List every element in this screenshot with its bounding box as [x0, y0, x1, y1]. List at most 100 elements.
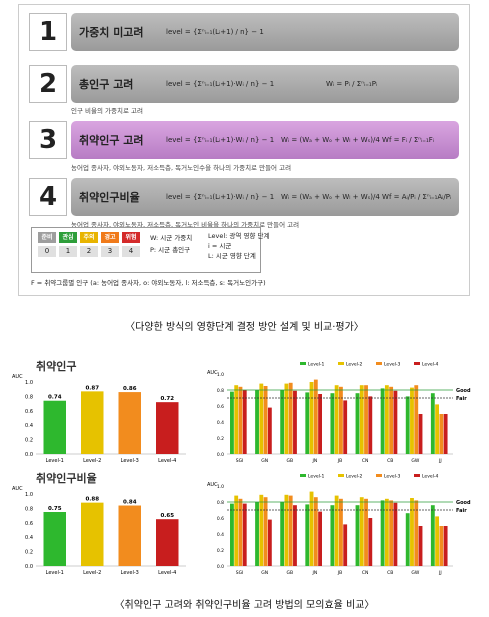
legend-swatch — [338, 474, 344, 477]
method-note: 인구 비율의 가중치로 고려 — [71, 107, 143, 115]
x-tick-label: SGI — [236, 458, 244, 464]
method-4: 4 취약인구비율 level = {Σⁿᵢ₌₁(Lᵢ+1)·Wᵢ / n} − … — [29, 178, 459, 216]
bar — [334, 495, 339, 566]
y-axis-label: AUC — [12, 486, 23, 492]
x-tick-label: Level-1 — [46, 458, 64, 464]
method-name: 총인구 고려 — [79, 78, 134, 91]
bar — [309, 491, 314, 566]
bar — [81, 502, 104, 566]
y-tick-label: 0.8 — [217, 388, 224, 394]
bar — [380, 500, 385, 566]
x-tick-label: CN — [362, 458, 369, 464]
legend-label: Level-4 — [422, 362, 439, 368]
bar — [238, 498, 243, 566]
bar — [338, 386, 343, 454]
data-label: 0.75 — [48, 506, 62, 512]
method-formula: level = {Σⁿᵢ₌₁(Lᵢ+1)·Wᵢ / n} − 1 — [166, 80, 275, 88]
y-axis-label: AUC — [12, 374, 23, 380]
bar — [118, 505, 141, 566]
method-name: 취약인구 고려 — [79, 134, 144, 147]
y-tick-label: 0.4 — [217, 420, 224, 426]
legend-i: i = 시군 — [208, 242, 232, 250]
bar — [368, 396, 373, 454]
y-tick-label: 0.0 — [217, 452, 224, 458]
x-tick-label: Level-2 — [83, 570, 101, 576]
method-3: 3 취약인구 고려 level = {Σⁿᵢ₌₁(Lᵢ+1)·Wᵢ / n} −… — [29, 121, 459, 159]
bar — [118, 392, 141, 454]
legend-label: Level-2 — [346, 474, 363, 480]
bar — [368, 518, 373, 566]
bar — [255, 502, 259, 566]
chart-vulnerable-ratio-overall: AUC 0.0 0.2 0.4 0.6 0.8 1.0 0.75 Level-1 0.88 Leve… — [12, 486, 186, 576]
bar — [305, 504, 310, 566]
x-tick-label: JN — [312, 458, 318, 464]
legend-level-label: 위험 — [122, 232, 140, 243]
bar — [430, 505, 435, 566]
y-tick-label: 0.6 — [217, 404, 224, 410]
reference-label: Fair — [456, 396, 467, 402]
x-tick-label: CB — [387, 458, 393, 464]
legend-swatch — [300, 362, 306, 365]
y-tick-label: 1.0 — [217, 372, 224, 378]
bar — [405, 396, 410, 454]
y-tick-label: 0.8 — [217, 500, 224, 506]
bar — [410, 498, 414, 566]
bar — [439, 414, 444, 454]
x-tick-label: CB — [387, 570, 393, 576]
legend-swatch — [414, 474, 420, 477]
y-tick-label: 0.0 — [25, 452, 33, 458]
legend-level-label: 관심 — [59, 232, 77, 243]
method-bar: 가중치 미고려 level = {Σⁿᵢ₌₁(Lᵢ+1) / n} − 1 — [71, 13, 459, 51]
legend-w: W: 시군 가중치 — [150, 234, 193, 242]
bar — [330, 505, 335, 566]
x-tick-label: CN — [362, 570, 369, 576]
bar — [288, 495, 293, 566]
caption-methods: 〈다양한 방식의 영향단계 결정 방안 설계 및 비교·평가〉 — [125, 322, 364, 333]
bar — [234, 495, 239, 566]
x-tick-label: GN — [261, 570, 268, 576]
x-tick-label: JJ — [438, 458, 442, 464]
legend-label: Level-1 — [308, 474, 325, 480]
method-number: 4 — [29, 178, 67, 216]
bar — [267, 519, 272, 566]
y-tick-label: 1.0 — [217, 484, 224, 490]
y-tick-label: 1.0 — [25, 492, 33, 498]
bar — [380, 388, 385, 454]
data-label: 0.87 — [85, 385, 99, 391]
level-legend: 준비 0 관심 1 주의 2 경고 3 위험 4 W: 시군 가중치 P: 시군 총인구 Leve… — [31, 227, 269, 273]
bar — [330, 393, 335, 454]
y-tick-label: 0.6 — [25, 409, 33, 415]
x-tick-label: Level-4 — [158, 458, 176, 464]
bar — [284, 383, 289, 454]
bar — [156, 402, 179, 454]
bar — [435, 404, 440, 454]
y-tick-label: 0.2 — [217, 548, 224, 554]
data-label: 0.88 — [85, 497, 99, 503]
legend-label: Level-1 — [308, 362, 325, 368]
chart-vulnerable-ratio-regional: AUC Level-1 Level-2 Level-3 Level-4 0.0 0.2 0.4… — [207, 474, 471, 577]
bar — [156, 519, 179, 566]
bar — [364, 498, 368, 566]
legend-label: Level-4 — [422, 474, 439, 480]
method-weight: Wᵢ = Pᵢ / Σⁿᵢ₌₁Pᵢ — [326, 80, 378, 88]
x-tick-label: Level-4 — [158, 570, 176, 576]
legend-level-number: 1 — [59, 246, 77, 257]
legend-swatch — [300, 474, 306, 477]
method-formula: level = {Σⁿᵢ₌₁(Lᵢ+1) / n} − 1 — [166, 28, 264, 36]
y-tick-label: 0.4 — [25, 535, 33, 541]
y-tick-label: 0.2 — [25, 438, 33, 444]
legend-swatch — [376, 362, 382, 365]
y-tick-label: 0.0 — [217, 564, 224, 570]
bar — [242, 390, 247, 454]
x-tick-label: JJ — [438, 570, 442, 576]
y-tick-label: 0.0 — [25, 564, 33, 570]
bar — [318, 511, 322, 566]
bar — [263, 497, 268, 566]
bar — [259, 383, 264, 454]
legend-level-number: 4 — [122, 246, 140, 257]
bar — [414, 385, 419, 454]
legend-level-number: 3 — [101, 246, 119, 257]
legend-level-label: 경고 — [101, 232, 119, 243]
data-label: 0.86 — [123, 386, 137, 392]
bar — [405, 513, 410, 566]
